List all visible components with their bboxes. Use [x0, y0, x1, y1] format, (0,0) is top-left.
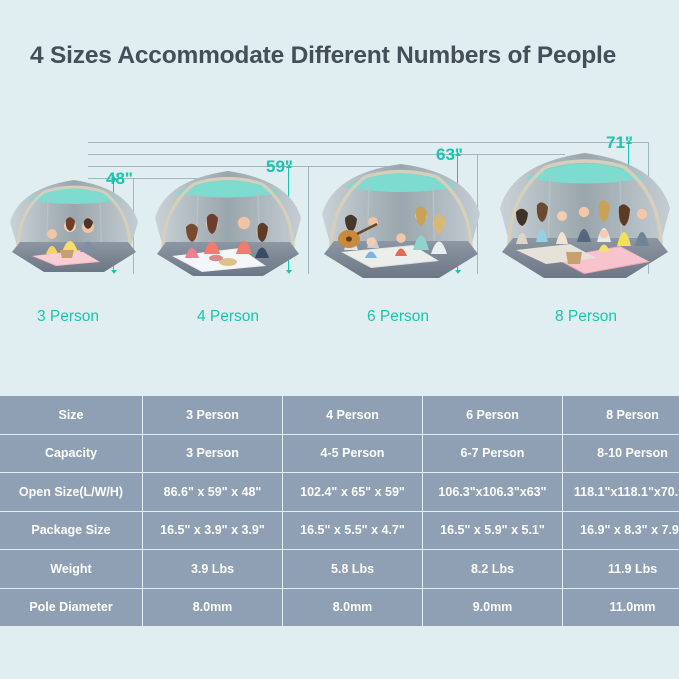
table-row: Capacity 3 Person 4-5 Person 6-7 Person … [0, 433, 679, 473]
page-title: 4 Sizes Accommodate Different Numbers of… [30, 42, 617, 69]
height-label-8-person: 71" [606, 133, 633, 152]
cell-capacity-6p: 6-7 Person [422, 433, 563, 473]
height-label-3-person: 48" [106, 169, 133, 188]
cell-open-size-6p: 106.3"x106.3"x63" [422, 472, 563, 512]
height-label-4-person: 59" [266, 157, 293, 176]
cell-open-size-8p: 118.1"x118.1"x70.9" [562, 472, 679, 512]
leader-line-59 [88, 166, 396, 167]
cell-size-6p: 6 Person [422, 396, 563, 435]
cell-package-size-3p: 16.5" x 3.9" x 3.9" [142, 510, 283, 550]
spec-table-body: Size 3 Person 4 Person 6 Person 8 Person… [0, 396, 679, 627]
cell-open-size-4p: 102.4" x 65" x 59" [282, 472, 423, 512]
cell-open-size-3p: 86.6" x 59" x 48" [142, 472, 283, 512]
person-label-6: 6 Person [366, 308, 430, 325]
cell-capacity-4p: 4-5 Person [282, 433, 423, 473]
bracket-right-59 [308, 166, 309, 274]
leader-line-48 [88, 178, 221, 179]
cell-package-size-4p: 16.5" x 5.5" x 4.7" [282, 510, 423, 550]
row-header-pole-diameter: Pole Diameter [0, 587, 143, 627]
row-header-weight: Weight [0, 549, 143, 589]
cell-weight-4p: 5.8 Lbs [282, 549, 423, 589]
tent-image-3-person [4, 164, 144, 289]
height-label-6-person: 63" [436, 145, 463, 164]
cell-weight-3p: 3.9 Lbs [142, 549, 283, 589]
cell-pole-diameter-4p: 8.0mm [282, 587, 423, 627]
row-header-open-size: Open Size(L/W/H) [0, 472, 143, 512]
tent-image-8-person [492, 134, 678, 296]
tent-image-6-person [315, 146, 487, 296]
table-row: Weight 3.9 Lbs 5.8 Lbs 8.2 Lbs 11.9 Lbs [0, 549, 679, 589]
leader-line-63 [88, 154, 565, 155]
row-header-package-size: Package Size [0, 510, 143, 550]
cell-pole-diameter-3p: 8.0mm [142, 587, 283, 627]
leader-line-71 [88, 142, 648, 143]
cell-size-4p: 4 Person [282, 396, 423, 435]
table-row: Pole Diameter 8.0mm 8.0mm 9.0mm 11.0mm [0, 587, 679, 627]
table-row: Open Size(L/W/H) 86.6" x 59" x 48" 102.4… [0, 472, 679, 512]
cell-size-3p: 3 Person [142, 396, 283, 435]
cell-pole-diameter-6p: 9.0mm [422, 587, 563, 627]
cell-size-8p: 8 Person [562, 396, 679, 435]
cell-package-size-8p: 16.9" x 8.3" x 7.9" [562, 510, 679, 550]
table-row: Size 3 Person 4 Person 6 Person 8 Person [0, 396, 679, 435]
person-label-3: 3 Person [36, 308, 100, 325]
cell-pole-diameter-8p: 11.0mm [562, 587, 679, 627]
cell-capacity-8p: 8-10 Person [562, 433, 679, 473]
person-label-8: 8 Person [554, 308, 618, 325]
cell-weight-6p: 8.2 Lbs [422, 549, 563, 589]
row-header-size: Size [0, 396, 143, 435]
cell-capacity-3p: 3 Person [142, 433, 283, 473]
cell-package-size-6p: 16.5" x 5.9" x 5.1" [422, 510, 563, 550]
table-row: Package Size 16.5" x 3.9" x 3.9" 16.5" x… [0, 510, 679, 550]
tent-image-4-person [148, 154, 308, 294]
row-header-capacity: Capacity [0, 433, 143, 473]
cell-weight-8p: 11.9 Lbs [562, 549, 679, 589]
tent-comparison-graphic: 48" 59" 63" 71" [0, 112, 679, 357]
specification-table: Size 3 Person 4 Person 6 Person 8 Person… [0, 396, 679, 627]
person-label-4: 4 Person [196, 308, 260, 325]
